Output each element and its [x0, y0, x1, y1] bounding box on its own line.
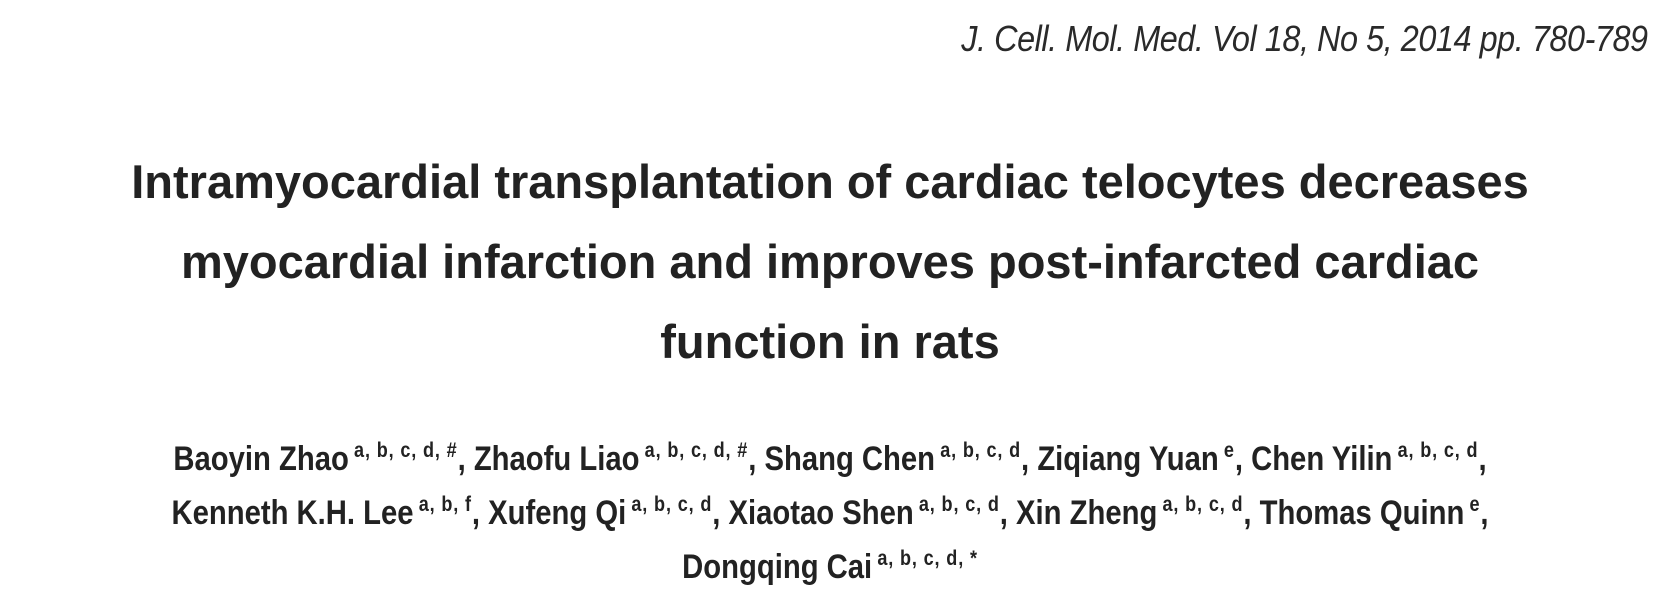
author-name: Xiaotao Shen — [728, 494, 914, 532]
author-affiliations: a, b, c, d — [940, 439, 1022, 462]
author-affiliations: e — [1469, 493, 1481, 516]
author: Xiaotao Shen a, b, c, d — [728, 493, 1000, 532]
author: Shang Chen a, b, c, d — [764, 439, 1022, 478]
author: Chen Yilin a, b, c, d — [1251, 439, 1479, 478]
author-name: Thomas Quinn — [1259, 494, 1465, 532]
author-name: Dongqing Cai — [682, 548, 873, 586]
author: Thomas Quinn e — [1259, 493, 1481, 532]
author: Dongqing Cai a, b, c, d, * — [682, 547, 978, 586]
title-line: Intramyocardial transplantation of cardi… — [131, 155, 1529, 208]
author-affiliations: a, b, c, d, * — [877, 547, 978, 570]
author-affiliations: e — [1223, 439, 1235, 462]
author-affiliations: a, b, c, d — [1162, 493, 1244, 516]
author-list: Baoyin Zhao a, b, c, d, #, Zhaofu Liao a, … — [0, 428, 1660, 590]
author-name: Xufeng Qi — [488, 494, 627, 532]
author-affiliations: a, b, c, d, # — [354, 439, 458, 462]
author-affiliations: a, b, c, d — [1397, 439, 1479, 462]
journal-reference: J. Cell. Mol. Med. Vol 18, No 5, 2014 pp… — [961, 18, 1649, 59]
author-line: Kenneth K.H. Lee a, b, f, Xufeng Qi a, b, … — [171, 493, 1489, 532]
author-line: Baoyin Zhao a, b, c, d, #, Zhaofu Liao a, … — [173, 439, 1487, 478]
author: Xin Zheng a, b, c, d — [1016, 493, 1244, 532]
author-name: Shang Chen — [764, 440, 936, 478]
title-line: myocardial infarction and improves post-… — [180, 235, 1480, 288]
title-line: function in rats — [660, 315, 1000, 368]
article-title: Intramyocardial transplantation of cardi… — [0, 142, 1660, 382]
author-line: Dongqing Cai a, b, c, d, * — [116, 536, 1544, 590]
author-affiliations: a, b, c, d, # — [644, 439, 749, 462]
author-affiliations: a, b, c, d — [918, 493, 1000, 516]
author-affiliations: a, b, c, d — [631, 493, 713, 516]
author: Zhaofu Liao a, b, c, d, # — [473, 439, 749, 478]
author-affiliations: a, b, f — [418, 493, 472, 516]
author: Kenneth K.H. Lee a, b, f — [171, 493, 472, 532]
author-name: Zhaofu Liao — [473, 440, 640, 478]
author-name: Kenneth K.H. Lee — [171, 494, 414, 532]
author: Xufeng Qi a, b, c, d — [488, 493, 713, 532]
author-name: Ziqiang Yuan — [1037, 440, 1219, 478]
author: Ziqiang Yuan e — [1037, 439, 1235, 478]
author: Baoyin Zhao a, b, c, d, # — [173, 439, 458, 478]
author-name: Xin Zheng — [1016, 494, 1158, 532]
author-name: Chen Yilin — [1251, 440, 1393, 478]
author-name: Baoyin Zhao — [173, 440, 349, 478]
